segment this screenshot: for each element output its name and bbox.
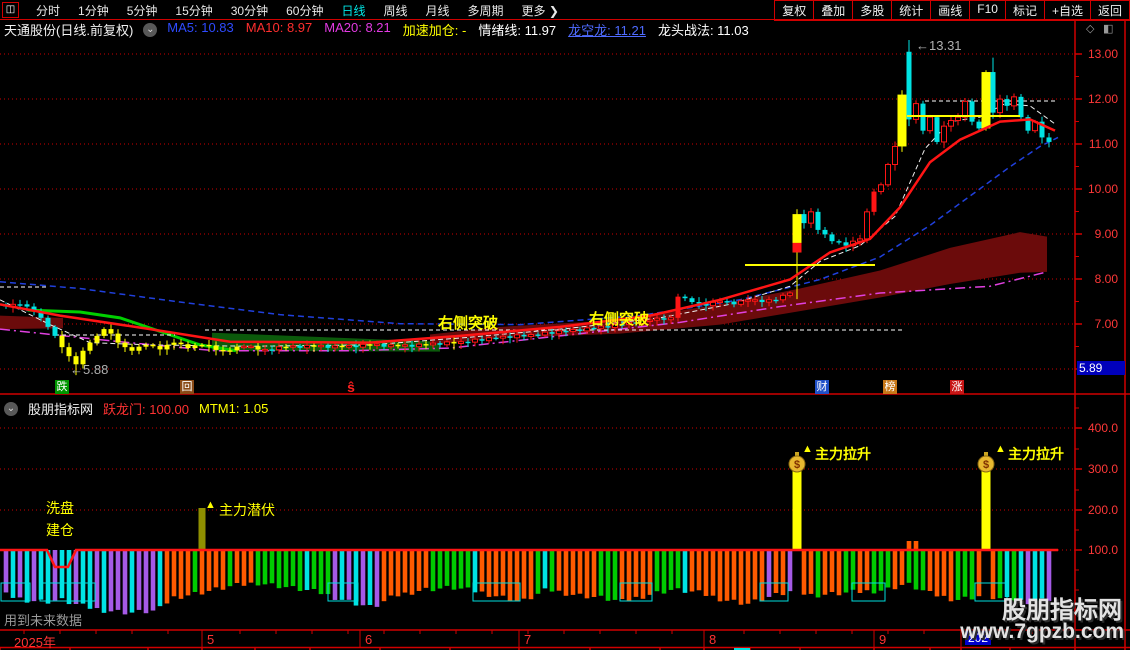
pull-signal-label-1: 主力拉升 xyxy=(815,446,871,462)
diamond-icon[interactable]: ◇ xyxy=(1086,23,1095,35)
value-axis-label: 300.0 xyxy=(1087,462,1118,476)
toolbar-button-统计[interactable]: 统计 xyxy=(891,0,932,21)
indicator-value: 龙空龙: 11.21 xyxy=(568,23,646,38)
indicator-value: MA5: 10.83 xyxy=(167,20,234,35)
watermark-site-name: 股朋指标网 xyxy=(1002,597,1122,624)
menu-item-15分钟[interactable]: 15分钟 xyxy=(175,3,213,18)
price-axis-label: 8.00 xyxy=(1094,272,1118,286)
indicator-value: MA10: 8.97 xyxy=(245,20,313,35)
toolbar-buttons: 复权 叠加 多股 统计 画线 F10 标记 +自选 返回 xyxy=(774,0,1130,21)
wash-signal-label: 洗盘 xyxy=(46,500,74,516)
x-axis-month-label: 8 xyxy=(709,632,717,647)
price-axis-label: 12.00 xyxy=(1087,92,1118,106)
x-axis-end-label: 202 xyxy=(965,631,992,645)
menu-item-月线[interactable]: 月线 xyxy=(425,3,450,18)
low-price-annotation: ←5.88 xyxy=(70,362,109,377)
breakout-annotation-1: 右侧突破 xyxy=(438,315,499,332)
event-marker-ŝ: ŝ xyxy=(347,379,355,395)
menu-item-1分钟[interactable]: 1分钟 xyxy=(78,3,109,18)
toolbar-button-复权[interactable]: 复权 xyxy=(774,0,815,21)
triangle-up-icon: ▲ xyxy=(995,443,1006,455)
x-axis-month-label: 7 xyxy=(524,632,532,647)
indicator-value-2: MTM1: 1.05 xyxy=(199,401,269,416)
split-window-icon[interactable]: ◧ xyxy=(1103,23,1114,35)
svg-text:$: $ xyxy=(794,459,800,471)
event-marker-涨: 涨 xyxy=(950,380,964,394)
window-layout-icon[interactable]: ◫ xyxy=(2,2,19,18)
chevron-down-icon[interactable]: ⌄ xyxy=(143,22,158,37)
x-axis-month-label: 9 xyxy=(879,632,887,647)
x-axis-month-label: 6 xyxy=(365,632,373,647)
indicator-value-1: 跃龙门: 100.00 xyxy=(103,402,190,417)
hide-signal-label: 主力潜伏 xyxy=(219,502,275,518)
indicator-value: MA20: 8.21 xyxy=(324,20,391,35)
menu-item-5分钟[interactable]: 5分钟 xyxy=(126,3,158,18)
menu-item-日线[interactable]: 日线 xyxy=(341,3,366,18)
menu-item-30分钟[interactable]: 30分钟 xyxy=(230,3,269,18)
breakout-annotation-2: 右侧突破 xyxy=(589,311,650,328)
toolbar-button-标记[interactable]: 标记 xyxy=(1004,0,1045,21)
chevron-down-icon[interactable]: ⌄ xyxy=(4,401,18,416)
value-axis-label: 200.0 xyxy=(1087,503,1118,517)
indicator-values: MA5: 10.83 MA10: 8.97 MA20: 8.21 加速加仓: - 情绪线… xyxy=(167,20,748,39)
svg-text:$: $ xyxy=(983,459,989,471)
menu-item-多周期[interactable]: 多周期 xyxy=(467,3,504,18)
indicator-site-label: 股朋指标网 xyxy=(28,402,94,417)
triangle-up-icon: ▲ xyxy=(802,443,813,455)
price-axis-label: 7.00 xyxy=(1094,317,1118,331)
toolbar-button-+自选[interactable]: +自选 xyxy=(1043,0,1091,21)
build-signal-label: 建仓 xyxy=(46,522,74,538)
toolbar-button-多股[interactable]: 多股 xyxy=(852,0,893,21)
x-axis-month-label: 5 xyxy=(207,632,215,647)
event-marker-回: 回 xyxy=(180,380,194,394)
price-axis-label: 10.00 xyxy=(1087,182,1118,196)
info-bar: 天通股份(日线.前复权) ⌄ MA5: 10.83 MA10: 8.97 MA20:… xyxy=(4,20,749,39)
toolbar-button-画线[interactable]: 画线 xyxy=(930,0,971,21)
future-data-note: 用到未来数据 xyxy=(4,613,83,628)
price-axis-label: 9.00 xyxy=(1094,227,1118,241)
menu-item-周线[interactable]: 周线 xyxy=(383,3,408,18)
price-badge: 5.89 xyxy=(1077,361,1125,375)
event-marker-财: 财 xyxy=(815,380,829,394)
price-axis-label: 11.00 xyxy=(1088,137,1118,151)
stock-title: 天通股份(日线.前复权) xyxy=(4,23,134,38)
menubar: ◫ 分时 1分钟 5分钟 15分钟 30分钟 60分钟 日线 周线 月线 多周期 更多 ❯ 复权 叠加… xyxy=(0,0,1130,21)
peak-price-annotation: ←13.31 xyxy=(916,38,962,53)
value-axis-label: 100.0 xyxy=(1087,543,1118,557)
period-menu: 分时 1分钟 5分钟 15分钟 30分钟 60分钟 日线 周线 月线 多周期 更多 ❯ xyxy=(27,0,568,21)
sub-chart-header: ⌄ 股朋指标网 跃龙门: 100.00 MTM1: 1.05 xyxy=(4,399,268,418)
indicator-value: 龙头战法: 11.03 xyxy=(657,23,749,38)
toolbar-button-叠加[interactable]: 叠加 xyxy=(813,0,854,21)
watermark-url: www.7gpzb.com xyxy=(960,620,1124,643)
menu-item-60分钟[interactable]: 60分钟 xyxy=(286,3,324,18)
value-axis-label: 400.0 xyxy=(1087,421,1118,435)
triangle-up-icon: ▲ xyxy=(205,499,216,511)
event-marker-跌: 跌 xyxy=(55,380,69,394)
indicator-value: 加速加仓: - xyxy=(402,23,467,38)
price-axis-label: 13.00 xyxy=(1087,47,1118,61)
x-axis-year-label: 2025年 xyxy=(14,635,56,650)
toolbar-button-返回[interactable]: 返回 xyxy=(1089,0,1130,21)
pull-signal-label-2: 主力拉升 xyxy=(1008,446,1064,462)
menu-item-分时[interactable]: 分时 xyxy=(36,3,61,18)
toolbar-button-F10[interactable]: F10 xyxy=(969,0,1006,21)
indicator-value: 情绪线: 11.97 xyxy=(478,23,557,38)
event-marker-榜: 榜 xyxy=(883,380,897,394)
menu-item-更多 ❯[interactable]: 更多 ❯ xyxy=(521,3,559,18)
